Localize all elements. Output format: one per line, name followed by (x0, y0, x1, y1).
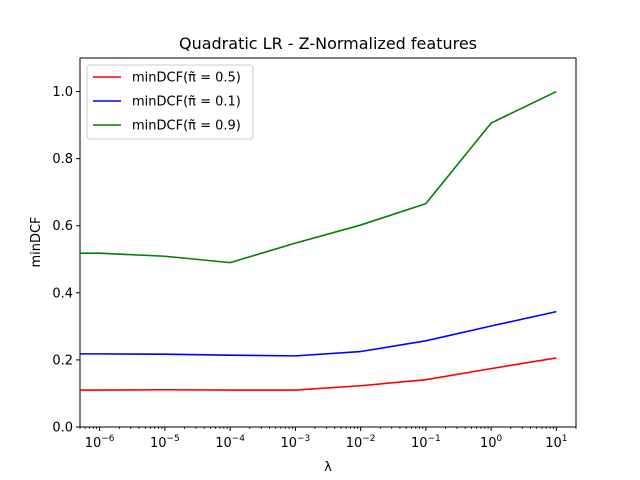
series-line-1 (80, 310, 557, 357)
legend-box (86, 64, 254, 140)
series-line-0 (80, 357, 557, 391)
y-tick-label: 1.0 (52, 85, 73, 100)
series-line-2 (80, 90, 557, 264)
x-tick-label: 10−4 (215, 434, 245, 451)
y-tick-label: 0.2 (52, 353, 73, 368)
x-axis-label: λ (324, 460, 332, 475)
plot-frame (79, 57, 577, 428)
y-tick-label: 0.4 (52, 286, 73, 301)
y-tick-label: 0.6 (52, 219, 73, 234)
x-tick-label: 100 (480, 434, 503, 451)
x-tick-label: 10−2 (346, 434, 376, 451)
x-tick-label: 101 (545, 434, 567, 451)
y-axis: 0.0 0.2 0.4 0.6 0.8 1.0 (52, 85, 80, 436)
legend-label-0: minDCF(π̃ = 0.5) (132, 71, 241, 86)
y-axis-label: minDCF (29, 216, 44, 267)
legend-label-2: minDCF(π̃ = 0.9) (132, 119, 241, 134)
y-tick-label: 0.0 (52, 421, 73, 436)
y-tick-label: 0.8 (52, 152, 73, 167)
legend-label-1: minDCF(π̃ = 0.1) (132, 95, 241, 110)
x-axis: 10−6 10−5 10−4 10−3 10−2 10−1 100 101 (79, 427, 577, 451)
plot-area (79, 57, 577, 428)
x-tick-label: 10−6 (85, 434, 115, 451)
chart-title: Quadratic LR - Z-Normalized features (179, 34, 477, 53)
series-layer (80, 90, 557, 391)
legend: minDCF(π̃ = 0.5) minDCF(π̃ = 0.1) minDCF(π… (86, 64, 254, 140)
x-tick-label: 10−3 (280, 434, 310, 451)
x-tick-label: 10−1 (411, 434, 441, 451)
x-tick-label: 10−5 (150, 434, 180, 451)
